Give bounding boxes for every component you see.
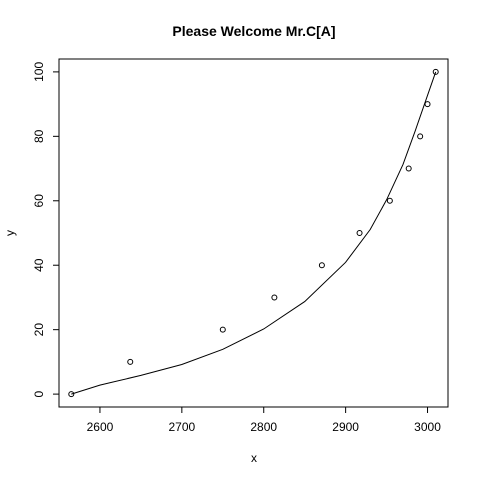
data-point [219,326,226,333]
data-point [356,230,363,236]
x-axis: 2600 2700 2800 2900 3000 [87,407,441,434]
chart-title: Please Welcome Mr.C[A] [172,23,335,39]
data-point [424,101,431,108]
plot-box [58,58,449,408]
y-axis: 0 20 40 60 80 100 [32,62,59,397]
data-point [417,133,424,140]
data-point [432,68,439,75]
data-point [271,294,278,301]
y-axis-label: y [3,230,17,236]
fit-curve-line [71,71,437,395]
x-tick-label: 2900 [332,420,359,434]
data-point [405,165,412,172]
y-tick-label: 100 [32,62,46,82]
x-tick-label: 2700 [168,420,195,434]
data-point [386,197,393,204]
x-tick-label: 2600 [87,420,114,434]
data-point [318,262,325,269]
y-tick-label: 20 [32,323,46,337]
y-tick-label: 80 [32,129,46,143]
data-point [127,358,134,365]
x-axis-label: x [251,451,257,465]
data-points [68,68,439,398]
y-tick-label: 40 [32,258,46,272]
y-tick-label: 0 [32,390,46,397]
x-tick-label: 3000 [414,420,441,434]
x-tick-label: 2800 [250,420,277,434]
data-point [68,391,75,398]
y-tick-label: 60 [32,194,46,208]
